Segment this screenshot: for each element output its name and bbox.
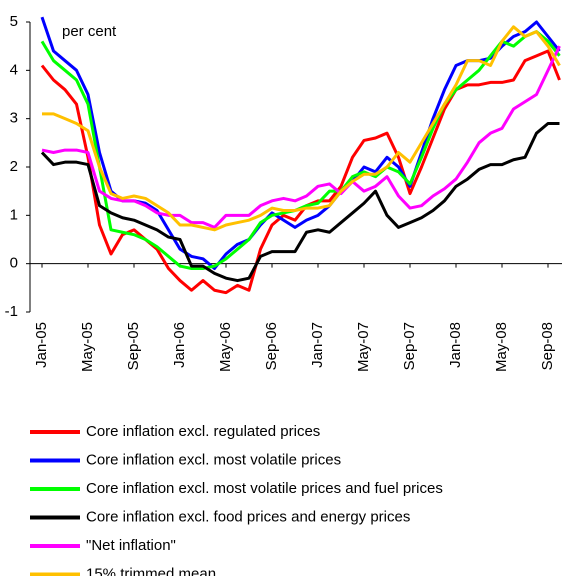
series-line [42,25,561,232]
y-tick-label: -1 [5,303,18,320]
x-tick-label: May-08 [493,322,510,372]
legend-label: Core inflation excl. regulated prices [86,423,320,440]
legend-item: 15% trimmed mean [30,565,216,576]
x-tick-label: Jan-07 [309,322,326,368]
y-tick-label: 1 [10,206,18,223]
y-tick-label: 0 [10,255,18,272]
legend-item: Core inflation excl. most volatile price… [30,451,341,468]
x-tick-label: Sep-05 [125,322,142,370]
series-line [41,45,561,229]
y-tick-label: 4 [10,61,18,78]
x-tick-label: Jan-06 [171,322,188,368]
x-tick-label: Sep-07 [401,322,418,370]
y-tick-label: 3 [10,110,18,127]
y-tick-label: 5 [10,13,18,30]
x-tick-label: Jan-05 [33,322,50,368]
y-tick-label: 2 [10,158,18,175]
series-line [40,30,561,270]
legend-label: "Net inflation" [86,537,176,554]
series-line [40,122,560,283]
legend-label: Core inflation excl. most volatile price… [86,451,341,468]
legend-item: Core inflation excl. food prices and ene… [30,508,410,525]
x-tick-label: Jan-08 [447,322,464,368]
x-tick-label: Sep-08 [539,322,556,370]
x-tick-label: May-05 [79,322,96,372]
y-axis-label: per cent [62,23,117,40]
series-line [40,49,561,295]
x-tick-label: May-07 [355,322,372,372]
legend-label: 15% trimmed mean [86,565,216,576]
legend-item: "Net inflation" [30,537,176,554]
legend-item: Core inflation excl. most volatile price… [30,480,443,497]
legend-item: Core inflation excl. regulated prices [30,423,320,440]
legend-label: Core inflation excl. food prices and ene… [86,508,410,525]
x-tick-label: Sep-06 [263,322,280,370]
legend-label: Core inflation excl. most volatile price… [86,480,443,497]
x-tick-label: May-06 [217,322,234,372]
